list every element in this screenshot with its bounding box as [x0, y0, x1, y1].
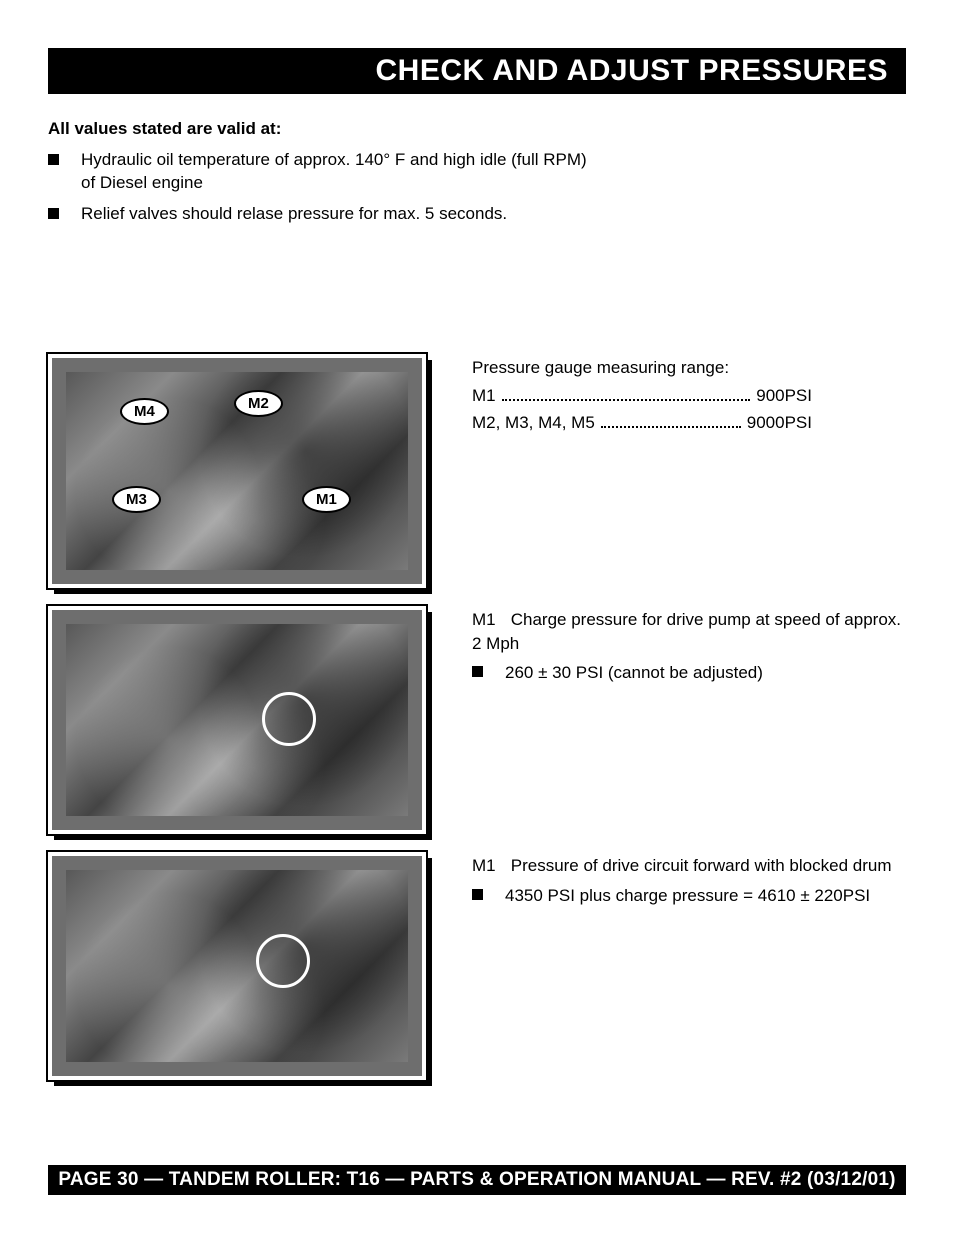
intro-bullet-text: Hydraulic oil temperature of approx. 140… [81, 149, 588, 195]
highlight-circle-icon [262, 692, 316, 746]
gauge-range-heading: Pressure gauge measuring range: [472, 356, 906, 380]
square-bullet-icon [472, 666, 483, 677]
square-bullet-icon [472, 889, 483, 900]
m1-desc-line: M1 Charge pressure for drive pump at spe… [472, 608, 906, 656]
m1-desc-line: M1 Pressure of drive circuit forward wit… [472, 854, 906, 878]
figure-row-2: M1 Charge pressure for drive pump at spe… [48, 606, 906, 834]
page-footer-text: PAGE 30 — TANDEM ROLLER: T16 — PARTS & O… [58, 1169, 895, 1190]
section-title-bar: CHECK AND ADJUST PRESSURES [48, 48, 906, 94]
content-blocks: M4 M2 M3 M1 Pressure gauge measuring ran… [48, 354, 906, 1080]
gauge-range-value: 900PSI [756, 384, 812, 408]
figure-2-side: M1 Charge pressure for drive pump at spe… [472, 606, 906, 693]
figure-2-photo [66, 624, 408, 816]
intro-bullet: Hydraulic oil temperature of approx. 140… [48, 149, 588, 195]
spec-bullet-text: 260 ± 30 PSI (cannot be adjusted) [505, 661, 906, 685]
square-bullet-icon [48, 154, 59, 165]
figure-row-1: M4 M2 M3 M1 Pressure gauge measuring ran… [48, 354, 906, 588]
section-title: CHECK AND ADJUST PRESSURES [375, 54, 888, 87]
leader-dots [601, 411, 741, 428]
page-footer-bar: PAGE 30 — TANDEM ROLLER: T16 — PARTS & O… [48, 1165, 906, 1195]
square-bullet-icon [48, 208, 59, 219]
callout-m4: M4 [120, 398, 169, 425]
figure-1-side: Pressure gauge measuring range: M1 900PS… [472, 354, 906, 435]
intro-heading: All values stated are valid at: [48, 118, 588, 141]
intro-block: All values stated are valid at: Hydrauli… [48, 118, 588, 226]
figure-2 [48, 606, 426, 834]
figure-1: M4 M2 M3 M1 [48, 354, 426, 588]
intro-bullet: Relief valves should relase pressure for… [48, 203, 588, 226]
spec-bullet: 260 ± 30 PSI (cannot be adjusted) [472, 661, 906, 685]
callout-m1: M1 [302, 486, 351, 513]
callout-m3: M3 [112, 486, 161, 513]
figure-3-photo [66, 870, 408, 1062]
intro-bullet-text: Relief valves should relase pressure for… [81, 203, 588, 226]
m-label: M1 [472, 854, 506, 878]
gauge-range-row: M2, M3, M4, M5 9000PSI [472, 411, 812, 435]
gauge-range-label: M1 [472, 384, 496, 408]
figure-3-side: M1 Pressure of drive circuit forward wit… [472, 852, 906, 916]
m-label: M1 [472, 608, 506, 632]
figure-3 [48, 852, 426, 1080]
gauge-range-row: M1 900PSI [472, 384, 812, 408]
gauge-range-value: 9000PSI [747, 411, 812, 435]
gauge-range-label: M2, M3, M4, M5 [472, 411, 595, 435]
figure-row-3: M1 Pressure of drive circuit forward wit… [48, 852, 906, 1080]
spec-bullet: 4350 PSI plus charge pressure = 4610 ± 2… [472, 884, 906, 908]
callout-m2: M2 [234, 390, 283, 417]
highlight-circle-icon [256, 934, 310, 988]
m-text: Pressure of drive circuit forward with b… [511, 856, 892, 875]
leader-dots [502, 384, 751, 401]
m-text: Charge pressure for drive pump at speed … [472, 610, 901, 653]
spec-bullet-text: 4350 PSI plus charge pressure = 4610 ± 2… [505, 884, 906, 908]
